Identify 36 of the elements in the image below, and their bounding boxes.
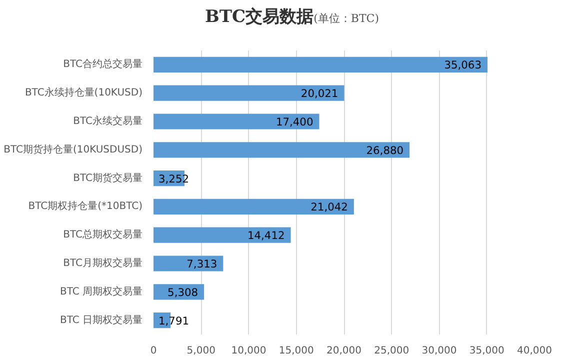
chart-subtitle: (单位：BTC) — [314, 12, 379, 25]
x-tick-label: 35,000 — [469, 346, 504, 356]
x-tick-label: 10,000 — [231, 346, 266, 356]
data-label: 5,308 — [168, 286, 198, 299]
bar — [154, 227, 291, 243]
x-tick-label: 25,000 — [374, 346, 410, 356]
y-tick-label: BTC永续持仓量(10KUSD) — [24, 86, 143, 99]
y-tick-label: BTC期权持仓量(*10BTC) — [28, 200, 143, 212]
chart-title: BTC交易数据 — [205, 7, 314, 27]
data-label: 21,042 — [310, 200, 348, 214]
x-tick-label: 40,000 — [517, 346, 552, 356]
y-tick-label: BTC 日期权交易量 — [60, 314, 143, 326]
data-label: 14,412 — [247, 229, 285, 242]
bar — [154, 256, 224, 272]
x-tick-label: 0 — [150, 346, 157, 356]
bar — [154, 114, 320, 130]
data-label: 35,063 — [444, 58, 482, 72]
y-tick-label: BTC合约总交易量 — [63, 58, 143, 70]
x-tick-label: 5,000 — [186, 346, 216, 356]
bar — [154, 56, 488, 73]
data-label: 17,400 — [276, 116, 314, 128]
data-label: 7,313 — [186, 258, 218, 270]
y-tick-label: BTC期货持仓量(10KUSDUSD) — [4, 143, 143, 156]
x-tick-label: 15,000 — [278, 346, 314, 356]
bar — [154, 85, 344, 101]
y-tick-label: BTC月期权交易量 — [63, 257, 143, 269]
y-tick-label: BTC 周期权交易量 — [60, 285, 143, 298]
y-tick-label: BTC总期权交易量 — [63, 228, 143, 241]
bar — [154, 198, 354, 215]
bar — [154, 142, 410, 158]
data-label: 20,021 — [300, 87, 338, 100]
x-tick-label: 20,000 — [326, 346, 362, 356]
data-label: 26,880 — [366, 144, 404, 157]
y-tick-label: BTC永续交易量 — [73, 115, 143, 127]
x-tick-label: 30,000 — [422, 346, 457, 356]
y-tick-label: BTC期货交易量 — [73, 172, 143, 184]
